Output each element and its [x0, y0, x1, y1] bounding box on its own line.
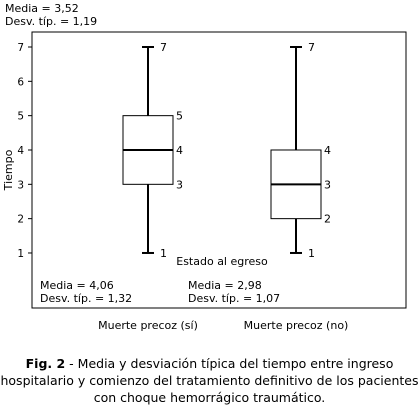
figure-caption: Fig. 2 - Media y desviación típica del t… [0, 355, 419, 406]
value-label: 7 [308, 41, 315, 54]
y-tick-label: 6 [17, 76, 24, 88]
y-tick-label: 2 [17, 214, 24, 226]
group-mean-label: Media = 2,98 [188, 279, 262, 292]
value-label: 7 [160, 41, 167, 54]
category-label: Muerte precoz (sí) [98, 319, 198, 332]
x-axis-label: Estado al egreso [176, 255, 268, 268]
plot-frame [31, 31, 407, 309]
y-tick-label: 5 [17, 111, 24, 123]
value-label: 1 [308, 247, 315, 260]
value-label: 2 [324, 213, 331, 226]
value-label: 5 [176, 110, 183, 123]
overall-mean-label: Media = 3,52 [5, 2, 79, 15]
y-axis-label: Tiempo [2, 149, 15, 191]
group-sd-label: Desv. típ. = 1,32 [40, 292, 132, 305]
value-label: 3 [324, 178, 331, 191]
category-label: Muerte precoz (no) [244, 319, 349, 332]
group-sd-label: Desv. típ. = 1,07 [188, 292, 280, 305]
value-label: 4 [176, 144, 183, 157]
y-tick-label: 1 [17, 248, 24, 260]
y-tick-label: 4 [17, 145, 24, 157]
value-label: 1 [160, 247, 167, 260]
figure-caption-text: - Media y desviación típica del tiempo e… [0, 356, 419, 405]
y-tick-label: 3 [17, 179, 24, 191]
value-label: 3 [176, 178, 183, 191]
figure-label: Fig. 2 [25, 356, 66, 371]
y-tick-label: 7 [17, 42, 24, 54]
overall-sd-label: Desv. típ. = 1,19 [5, 15, 97, 28]
group-mean-label: Media = 4,06 [40, 279, 114, 292]
value-label: 4 [324, 144, 331, 157]
